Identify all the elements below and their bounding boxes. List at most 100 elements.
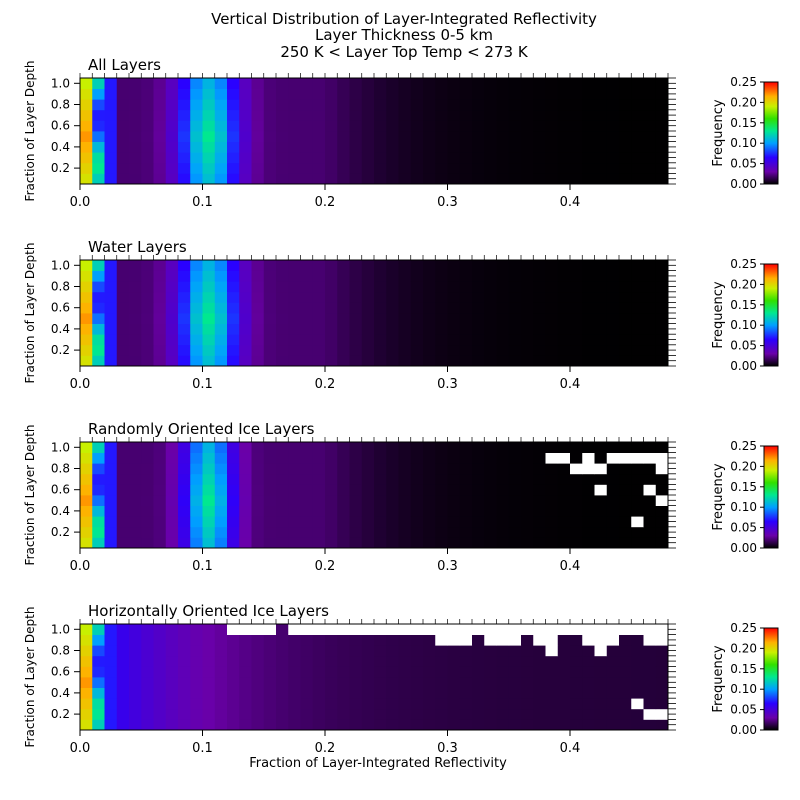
heatmap-cell: [508, 281, 522, 293]
heatmap-cell: [582, 463, 595, 475]
heatmap-cell: [655, 88, 669, 100]
heatmap-cell: [570, 291, 583, 303]
heatmap-cell: [606, 173, 620, 185]
heatmap-cell: [349, 109, 363, 121]
heatmap-cell: [214, 516, 228, 528]
heatmap-cell: [178, 281, 191, 293]
heatmap-cell: [594, 624, 608, 635]
heatmap-cell: [361, 537, 375, 549]
heatmap-cell: [129, 645, 142, 657]
heatmap-cell: [619, 537, 632, 549]
heatmap-cell: [570, 495, 583, 506]
heatmap-cell: [533, 173, 546, 185]
heatmap-cell: [582, 719, 595, 731]
heatmap-cell: [435, 516, 448, 528]
heatmap-cell: [227, 655, 240, 667]
heatmap-cell: [594, 152, 608, 164]
heatmap-cell: [337, 162, 350, 174]
heatmap-cell: [104, 270, 118, 282]
heatmap-cell: [263, 484, 277, 496]
heatmap-cell: [104, 99, 118, 111]
heatmap-cell: [178, 687, 191, 699]
heatmap-cell: [276, 109, 289, 121]
heatmap-cell: [361, 260, 375, 271]
heatmap-cell: [349, 655, 363, 667]
heatmap-cell: [190, 463, 203, 475]
heatmap-cell: [435, 698, 448, 710]
heatmap-cell: [459, 344, 473, 356]
heatmap-cell: [104, 78, 118, 89]
heatmap-cell: [165, 495, 179, 506]
heatmap-cell: [227, 270, 240, 282]
heatmap-cell: [472, 131, 485, 142]
heatmap-cell: [325, 624, 338, 635]
heatmap-cell: [423, 313, 436, 324]
heatmap-cell: [472, 78, 485, 89]
heatmap-cell: [190, 120, 203, 132]
heatmap-cell: [484, 344, 497, 356]
heatmap-cell: [508, 655, 522, 667]
heatmap-cell: [521, 313, 534, 324]
heatmap-cell: [508, 452, 522, 464]
heatmap-cell: [386, 355, 399, 367]
heatmap-cell: [459, 634, 473, 646]
heatmap-cell: [116, 173, 130, 185]
heatmap-cell: [435, 270, 448, 282]
heatmap-cell: [631, 495, 644, 506]
heatmap-cell: [202, 99, 216, 111]
heatmap-cell: [276, 131, 289, 142]
heatmap-cell: [300, 120, 314, 132]
heatmap-cell: [570, 537, 583, 549]
heatmap-cell: [214, 334, 228, 346]
heatmap-cell: [447, 442, 461, 453]
heatmap-cell: [508, 526, 522, 538]
heatmap-cell: [92, 302, 105, 314]
heatmap-cell: [227, 302, 240, 314]
heatmap-cell: [557, 526, 571, 538]
heatmap-cell: [410, 677, 424, 688]
heatmap-cell: [153, 655, 167, 667]
colorbar-tick-label: 0.05: [730, 703, 757, 717]
heatmap-cell: [300, 173, 314, 185]
heatmap-cell: [178, 677, 191, 688]
heatmap-cell: [545, 698, 559, 710]
heatmap-cell: [423, 78, 436, 89]
heatmap-cell: [459, 719, 473, 731]
heatmap-cell: [80, 313, 93, 324]
heatmap-cell: [521, 708, 534, 720]
heatmap-cell: [165, 442, 179, 453]
heatmap-cell: [496, 260, 510, 271]
heatmap-cell: [521, 452, 534, 464]
heatmap-cell: [447, 473, 461, 485]
heatmap-cell: [202, 687, 216, 699]
heatmap-cells: [80, 442, 669, 549]
heatmap-cell: [594, 708, 608, 720]
heatmap-cell: [423, 526, 436, 538]
heatmap-cell: [386, 698, 399, 710]
heatmap-cell: [643, 495, 657, 506]
heatmap-cell: [410, 334, 424, 346]
heatmap-cell: [545, 291, 559, 303]
heatmap-cell: [533, 355, 546, 367]
heatmap-cell: [288, 537, 301, 549]
heatmap-cell: [337, 624, 350, 635]
heatmap-cell: [165, 666, 179, 678]
heatmap-cell: [116, 313, 130, 324]
heatmap-cell: [153, 505, 167, 517]
heatmap-cell: [435, 281, 448, 293]
heatmap-cell: [361, 313, 375, 324]
heatmap-cell: [533, 334, 546, 346]
heatmap-cell: [521, 655, 534, 667]
heatmap-cell: [570, 260, 583, 271]
heatmap-cell: [116, 120, 130, 132]
heatmap-cell: [619, 162, 632, 174]
heatmap-cell: [472, 624, 485, 635]
heatmap-cell: [104, 473, 118, 485]
heatmap-cell: [655, 141, 669, 153]
x-tick-label: 0.2: [315, 195, 336, 210]
heatmap-cell: [80, 452, 93, 464]
heatmap-cell: [263, 120, 277, 132]
heatmap-cell: [325, 666, 338, 678]
heatmap-cell: [631, 473, 644, 485]
